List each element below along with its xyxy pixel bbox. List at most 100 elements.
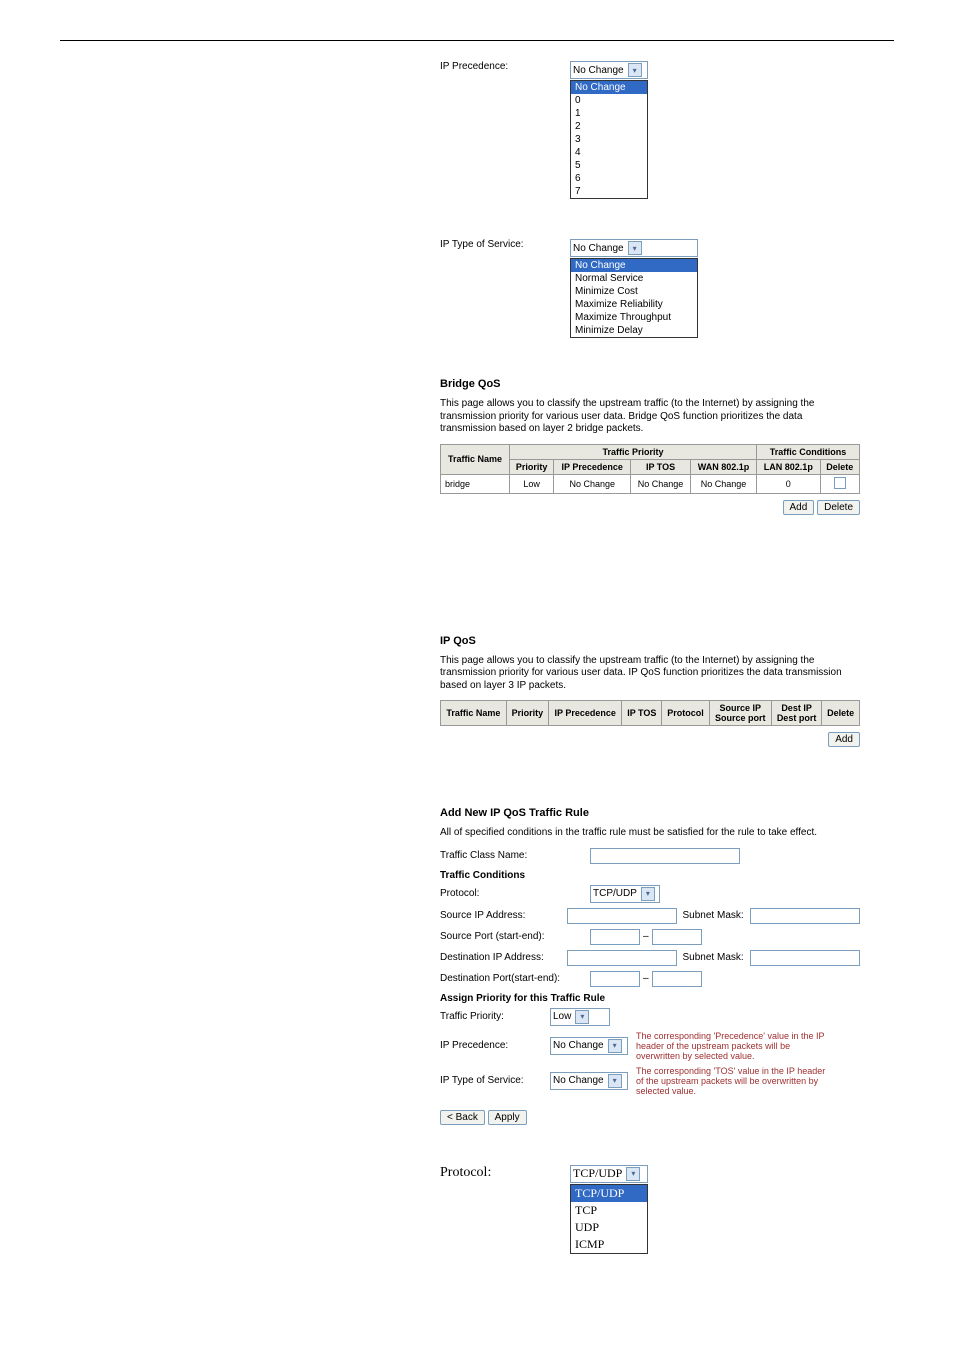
source-subnet-input[interactable] xyxy=(750,908,860,924)
ip-tos-select2[interactable]: No Change ▾ xyxy=(550,1072,628,1090)
source-port-label: Source Port (start-end): xyxy=(440,931,590,942)
col-ip-tos: IP TOS xyxy=(622,701,662,726)
page-header-divider xyxy=(60,40,894,41)
source-port-end-input[interactable] xyxy=(652,929,702,945)
source-ip-label: Source IP Address: xyxy=(440,910,567,921)
port-separator: – xyxy=(643,973,649,984)
chevron-down-icon: ▾ xyxy=(608,1039,622,1053)
chevron-down-icon: ▾ xyxy=(628,241,642,255)
protocol-dropdown-select[interactable]: TCP/UDP ▾ xyxy=(570,1165,648,1183)
ip-precedence-select[interactable]: No Change ▾ xyxy=(570,61,648,79)
bridge-qos-table: Traffic Name Traffic Priority Traffic Co… xyxy=(440,444,860,494)
ip-tos-hint: The corresponding 'TOS' value in the IP … xyxy=(636,1066,826,1096)
cell-wan-8021p: No Change xyxy=(690,474,756,493)
chevron-down-icon: ▾ xyxy=(608,1074,622,1088)
ip-precedence-label2: IP Precedence: xyxy=(440,1040,550,1051)
dest-subnet-label: Subnet Mask: xyxy=(683,952,750,963)
list-option[interactable]: UDP xyxy=(571,1219,647,1236)
traffic-class-name-label: Traffic Class Name: xyxy=(440,850,590,861)
dest-port-start-input[interactable] xyxy=(590,971,640,987)
ip-tos-label2: IP Type of Service: xyxy=(440,1075,550,1086)
list-option[interactable]: 4 xyxy=(571,146,647,159)
ip-tos-selected: No Change xyxy=(573,243,624,254)
source-ip-input[interactable] xyxy=(567,908,677,924)
list-option[interactable]: Minimize Cost xyxy=(571,285,697,298)
ip-tos-select[interactable]: No Change ▾ xyxy=(570,239,698,257)
chevron-down-icon: ▾ xyxy=(626,1167,640,1181)
list-option[interactable]: Maximize Reliability xyxy=(571,298,697,311)
list-option[interactable]: TCP xyxy=(571,1202,647,1219)
dest-ip-input[interactable] xyxy=(567,950,677,966)
col-dest: Dest IPDest port xyxy=(771,701,822,726)
list-option[interactable]: No Change xyxy=(571,259,697,272)
list-option[interactable]: No Change xyxy=(571,81,647,94)
traffic-class-name-input[interactable] xyxy=(590,848,740,864)
list-option[interactable]: Normal Service xyxy=(571,272,697,285)
list-option[interactable]: Minimize Delay xyxy=(571,324,697,337)
back-button[interactable]: < Back xyxy=(440,1110,485,1125)
cell-priority: Low xyxy=(509,474,553,493)
delete-button[interactable]: Delete xyxy=(817,500,860,515)
ip-precedence-listbox[interactable]: No Change01234567 xyxy=(570,80,648,199)
list-option[interactable]: 1 xyxy=(571,107,647,120)
bridge-qos-desc: This page allows you to classify the ups… xyxy=(440,398,860,436)
delete-checkbox[interactable] xyxy=(834,477,846,489)
list-option[interactable]: Maximize Throughput xyxy=(571,311,697,324)
port-separator: – xyxy=(643,931,649,942)
ip-qos-desc: This page allows you to classify the ups… xyxy=(440,655,860,693)
ip-qos-title: IP QoS xyxy=(440,635,860,647)
add-button[interactable]: Add xyxy=(783,500,815,515)
col-delete: Delete xyxy=(820,459,859,474)
col-traffic-name: Traffic Name xyxy=(441,444,510,474)
ip-qos-section: IP QoS This page allows you to classify … xyxy=(440,635,860,748)
col-source: Source IPSource port xyxy=(709,701,771,726)
col-lan-8021p: LAN 802.1p xyxy=(757,459,820,474)
add-rule-subtitle: All of specified conditions in the traff… xyxy=(440,827,860,840)
protocol-listbox[interactable]: TCP/UDPTCPUDPICMP xyxy=(570,1184,648,1254)
ip-qos-table: Traffic Name Priority IP Precedence IP T… xyxy=(440,700,860,726)
col-group-priority: Traffic Priority xyxy=(509,444,756,459)
list-option[interactable]: 2 xyxy=(571,120,647,133)
source-port-start-input[interactable] xyxy=(590,929,640,945)
col-priority: Priority xyxy=(506,701,548,726)
col-ip-precedence: IP Precedence xyxy=(549,701,622,726)
dest-ip-label: Destination IP Address: xyxy=(440,952,567,963)
col-ip-tos: IP TOS xyxy=(631,459,691,474)
list-option[interactable]: 5 xyxy=(571,159,647,172)
ip-precedence-selected: No Change xyxy=(573,65,624,76)
add-rule-title: Add New IP QoS Traffic Rule xyxy=(440,807,860,819)
apply-button[interactable]: Apply xyxy=(488,1110,527,1125)
cell-ip-tos: No Change xyxy=(631,474,691,493)
list-option[interactable]: 3 xyxy=(571,133,647,146)
col-delete: Delete xyxy=(822,701,860,726)
chevron-down-icon: ▾ xyxy=(628,63,642,77)
chevron-down-icon: ▾ xyxy=(641,887,655,901)
ip-precedence-section: IP Precedence: No Change ▾ No Change0123… xyxy=(440,61,860,199)
cell-lan-8021p: 0 xyxy=(757,474,820,493)
list-option[interactable]: 7 xyxy=(571,185,647,198)
cell-ip-precedence: No Change xyxy=(554,474,631,493)
ip-precedence-label: IP Precedence: xyxy=(440,61,570,72)
col-ip-precedence: IP Precedence xyxy=(554,459,631,474)
list-option[interactable]: 6 xyxy=(571,172,647,185)
ip-precedence-hint: The corresponding 'Precedence' value in … xyxy=(636,1031,826,1061)
ip-precedence-select2[interactable]: No Change ▾ xyxy=(550,1037,628,1055)
bridge-qos-section: Bridge QoS This page allows you to class… xyxy=(440,378,860,515)
bridge-qos-title: Bridge QoS xyxy=(440,378,860,390)
cell-name: bridge xyxy=(441,474,510,493)
list-option[interactable]: 0 xyxy=(571,94,647,107)
list-option[interactable]: ICMP xyxy=(571,1236,647,1253)
ip-tos-listbox[interactable]: No ChangeNormal ServiceMinimize CostMaxi… xyxy=(570,258,698,338)
protocol-label: Protocol: xyxy=(440,888,590,899)
add-button[interactable]: Add xyxy=(828,732,860,747)
source-subnet-label: Subnet Mask: xyxy=(683,910,750,921)
dest-port-end-input[interactable] xyxy=(652,971,702,987)
traffic-priority-select[interactable]: Low ▾ xyxy=(550,1008,610,1026)
dest-subnet-input[interactable] xyxy=(750,950,860,966)
col-traffic-name: Traffic Name xyxy=(441,701,507,726)
protocol-select[interactable]: TCP/UDP ▾ xyxy=(590,885,660,903)
list-option[interactable]: TCP/UDP xyxy=(571,1185,647,1202)
ip-tos-label: IP Type of Service: xyxy=(440,239,570,250)
col-group-conditions: Traffic Conditions xyxy=(757,444,860,459)
cell-delete xyxy=(820,474,859,493)
